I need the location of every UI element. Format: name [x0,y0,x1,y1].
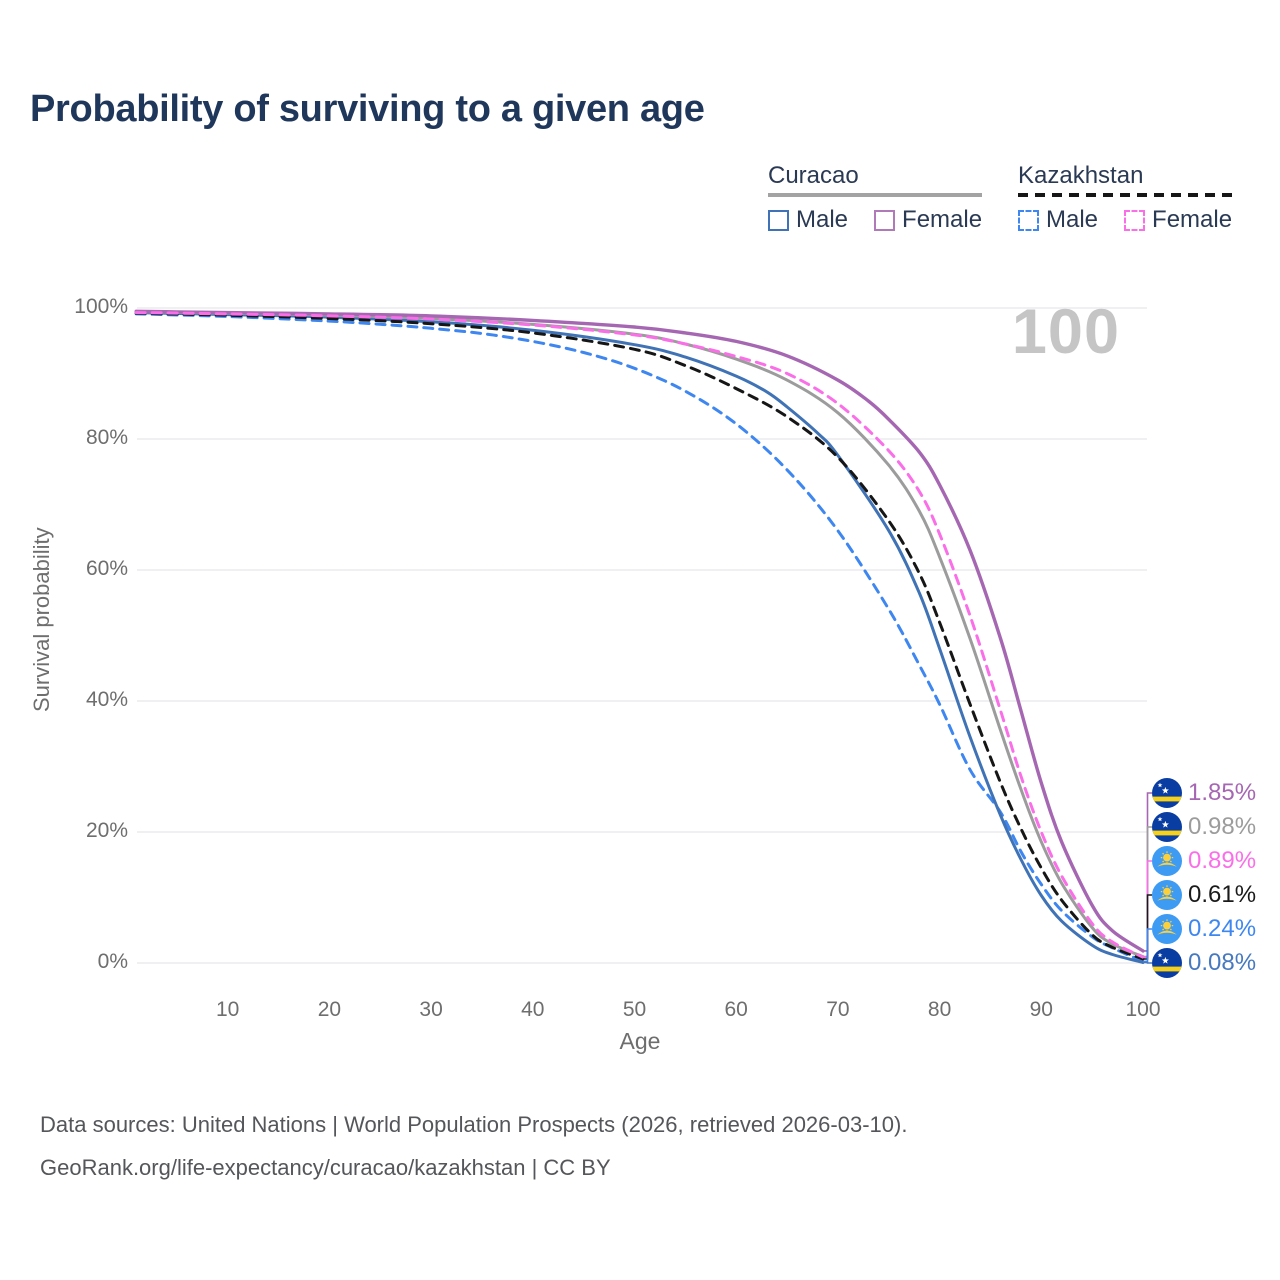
leader-line-0.08% [1143,961,1152,964]
source-line-2: GeoRank.org/life-expectancy/curacao/kaza… [40,1155,611,1180]
x-tick-100: 100 [1125,998,1161,1021]
end-label-value: 0.98% [1188,813,1257,840]
legend-group-kazakhstan: Kazakhstan Male Female [1018,162,1233,234]
curve-kazakhstan-female [134,311,1145,959]
curacao-flag-icon [1152,778,1182,808]
legend-item-curacao-female[interactable]: Female [874,206,982,234]
curacao-flag [1152,778,1182,808]
end-label-kazakhstan-both-sexes-: 0.61% [1152,879,1256,911]
legend-kazakhstan-line-sample [1018,193,1233,197]
end-label-kazakhstan-female: 0.89% [1152,845,1256,877]
y-tick-20%: 20% [85,819,128,842]
end-label-value: 1.85% [1188,779,1257,806]
kazakhstan-flag [1152,914,1182,944]
legend-group-curacao-title: Curacao [768,162,859,189]
y-tick-40%: 40% [85,688,128,711]
x-tick-50: 50 [622,998,647,1021]
end-label-value: 0.08% [1188,949,1257,976]
legend-label-curacao-female: Female [902,206,983,233]
curve-kazakhstan-male [134,312,1145,963]
x-axis-title: Age [619,1028,661,1054]
curacao-flag [1152,812,1182,842]
curacao-flag-icon [1152,948,1182,978]
x-tick-30: 30 [419,998,443,1021]
x-tick-40: 40 [521,998,545,1021]
legend-label-kazakhstan-male: Male [1046,206,1099,233]
end-label-value: 0.61% [1188,881,1257,908]
curacao-flag [1152,948,1182,978]
curve-curacao-both-sexes- [134,310,1145,959]
curacao-flag-icon [1152,812,1182,842]
curve-curacao-female [134,309,1145,953]
end-label-value: 0.89% [1188,847,1257,874]
age-counter-watermark: 100 [1011,297,1120,367]
curve-kazakhstan-both-sexes- [134,311,1145,961]
end-label-curacao-female: 1.85% [1152,777,1256,809]
legend-checkbox-curacao-male[interactable] [768,209,789,231]
y-tick-0%: 0% [97,950,128,973]
kazakhstan-flag-icon [1152,880,1182,910]
leader-line-0.61% [1143,894,1152,960]
legend-item-curacao-male[interactable]: Male [768,206,848,234]
y-axis-title: Survival probability [29,527,54,713]
legend-label-kazakhstan-female: Female [1152,206,1233,233]
y-tick-100%: 100% [74,295,128,318]
source-line-1: Data sources: United Nations | World Pop… [40,1112,908,1137]
x-tick-80: 80 [927,998,952,1021]
legend-label-curacao-male: Male [796,206,849,233]
end-label-value: 0.24% [1188,915,1257,942]
end-label-curacao-male: 0.08% [1152,947,1256,979]
x-tick-60: 60 [724,998,748,1021]
legend-group-curacao: Curacao Male Female [768,162,983,234]
leader-line-0.24% [1143,928,1152,963]
x-tick-20: 20 [317,998,342,1021]
y-tick-60%: 60% [85,557,128,580]
legend-checkbox-kazakhstan-female[interactable] [1124,209,1146,231]
kazakhstan-flag-icon [1152,914,1182,944]
x-tick-10: 10 [216,998,240,1021]
kazakhstan-flag [1152,880,1182,910]
legend-group-kazakhstan-title: Kazakhstan [1018,162,1144,189]
curve-curacao-male [134,311,1145,964]
page-title: Probability of surviving to a given age [30,88,705,130]
end-label-curacao-both-sexes-: 0.98% [1152,811,1256,843]
legend-item-kazakhstan-male[interactable]: Male [1018,206,1098,234]
end-label-kazakhstan-male: 0.24% [1152,913,1256,945]
source-text: Data sources: United Nations | World Pop… [40,1103,907,1189]
legend-checkbox-curacao-female[interactable] [874,209,896,231]
y-tick-80%: 80% [85,426,128,449]
x-tick-70: 70 [826,998,850,1021]
legend-item-kazakhstan-female[interactable]: Female [1124,206,1232,234]
kazakhstan-flag [1152,846,1182,876]
legend-checkbox-kazakhstan-male[interactable] [1018,209,1039,231]
kazakhstan-flag-icon [1152,846,1182,876]
x-tick-90: 90 [1029,998,1053,1021]
legend-curacao-line-sample [768,193,983,197]
